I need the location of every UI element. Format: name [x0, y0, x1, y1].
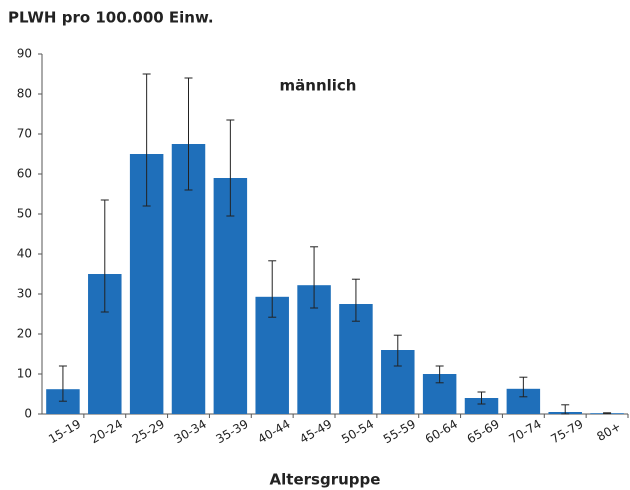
x-tick-label: 25-29: [130, 417, 167, 447]
x-tick-label: 80+: [594, 419, 623, 444]
error-bar: [268, 260, 277, 318]
x-tick-label: 20-24: [88, 417, 125, 447]
y-tick-label: 0: [24, 407, 32, 421]
bar: [464, 398, 499, 414]
x-tick-label: 55-59: [381, 417, 418, 447]
error-bar: [100, 199, 109, 313]
error-bar: [561, 404, 570, 415]
error-bar: [310, 246, 319, 309]
y-tick-label: 60: [17, 167, 32, 181]
x-tick-label: 75-79: [548, 417, 585, 447]
annotation: männlich: [280, 77, 357, 95]
error-bar: [435, 365, 444, 384]
error-bar: [226, 119, 235, 217]
y-tick-label: 30: [17, 287, 32, 301]
x-tick-label: 35-39: [214, 417, 251, 447]
y-tick-label: 40: [17, 247, 32, 261]
error-bar: [477, 391, 486, 405]
x-tick-label: 45-49: [297, 417, 334, 447]
y-tick-label: 20: [17, 327, 32, 341]
x-tick-label: 70-74: [507, 417, 544, 447]
y-tick-label: 10: [17, 367, 32, 381]
error-bar: [519, 376, 528, 398]
chart-title: PLWH pro 100.000 Einw.: [8, 9, 214, 27]
error-bar: [603, 412, 612, 415]
bar: [213, 178, 248, 414]
x-tick-label: 50-54: [339, 417, 376, 447]
x-tick-label: 60-64: [423, 417, 460, 447]
y-tick-label: 50: [17, 207, 32, 221]
x-axis-label: Altersgruppe: [270, 471, 381, 489]
error-bar: [184, 77, 193, 191]
x-tick-label: 15-19: [46, 417, 83, 447]
x-tick-label: 30-34: [172, 417, 209, 447]
y-tick-label: 80: [17, 87, 32, 101]
error-bar: [393, 334, 402, 367]
bar: [339, 304, 373, 414]
y-tick-label: 70: [17, 127, 32, 141]
x-tick-label: 65-69: [465, 417, 502, 447]
error-bar: [142, 73, 151, 207]
x-tick-label: 40-44: [255, 417, 292, 447]
y-tick-label: 90: [17, 47, 32, 61]
error-bar: [351, 278, 360, 322]
error-bar: [58, 365, 67, 402]
